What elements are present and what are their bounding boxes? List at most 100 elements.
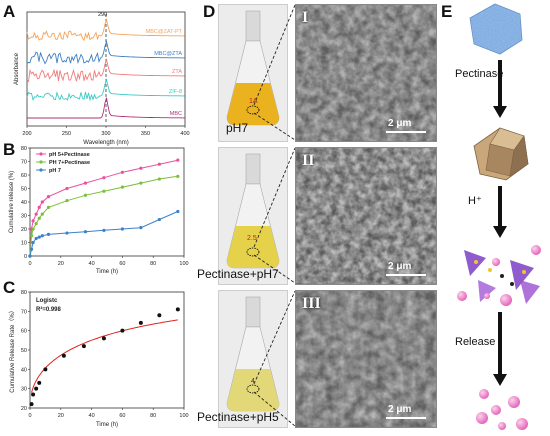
e-step-2-label: H⁺: [468, 195, 482, 207]
b-point: [40, 234, 44, 238]
b-xtick-label: 60: [119, 261, 125, 267]
flask-1-svg: 1A: [226, 10, 280, 126]
c-r2: R²=0.998: [36, 306, 62, 313]
b-point: [28, 254, 32, 258]
c-point: [81, 344, 86, 349]
b-point: [102, 228, 106, 232]
b-ytick-label: 20: [21, 227, 27, 233]
flask-2-svg: 2.5: [226, 153, 280, 269]
scale-bar-1: [386, 131, 426, 133]
a-xlabel: Wavelength (nm): [83, 140, 128, 146]
b-point: [139, 226, 143, 230]
flask-2-liquid: [227, 226, 279, 268]
scale-3-text: 2 μm: [388, 404, 412, 415]
panel-d-letter: D: [203, 2, 216, 21]
b-point: [120, 227, 124, 231]
c-ytick-label: 50: [21, 348, 27, 354]
b-series-line-2: [29, 211, 178, 257]
b-point: [120, 185, 124, 189]
b-point: [176, 174, 180, 178]
b-point: [157, 217, 161, 222]
peak-label: 290: [98, 12, 107, 18]
panel-a-letter: A: [3, 2, 16, 21]
b-series: [28, 158, 180, 258]
b-xtick-label: 20: [58, 261, 64, 267]
b-point: [31, 219, 35, 223]
b-point: [176, 209, 180, 214]
b-point: [83, 181, 88, 185]
b-point: [34, 222, 38, 226]
flask-photo-2: 2.5: [218, 147, 288, 285]
c-fit-name: Logistc: [36, 298, 58, 304]
c-point: [37, 380, 42, 385]
flask-1-mark: 1A: [249, 98, 258, 105]
c-ylabel: Cumulative Release Rate（%）: [9, 307, 16, 392]
b-point: [31, 240, 35, 245]
c-xtick-label: 100: [179, 413, 188, 419]
a-xtick-label: 400: [180, 131, 189, 137]
scale-bar-2: [386, 274, 426, 276]
sem-image-2: II 2 μm: [295, 147, 437, 285]
c-xtick-label: 40: [89, 413, 95, 419]
sem-1-texture: [296, 5, 436, 141]
sem-1-roman: I: [302, 9, 309, 26]
b-point: [157, 162, 161, 166]
flask-photo-3: 4: [218, 290, 288, 428]
b-ytick-label: 10: [21, 241, 27, 247]
a-trace-label-2: ZTA: [172, 69, 182, 75]
b-point: [65, 186, 69, 191]
b-axis-ticks: 0 20 40 60 80 100 0 10 20 30 40 50 60 70 80: [21, 146, 189, 267]
panel-b-chart: 0 20 40 60 80 100 0 10 20 30 40 50 60 70 80 pH 5+Pecti…: [9, 146, 189, 275]
b-point: [102, 189, 106, 193]
c-point: [157, 313, 162, 318]
b-point: [37, 216, 41, 220]
flask-3-liquid: [227, 369, 279, 411]
b-legend-entry: PH 7+Pectinase: [49, 160, 90, 166]
c-point: [31, 392, 36, 397]
b-point: [40, 200, 44, 204]
b-xtick-label: 0: [28, 261, 31, 267]
a-trace-2: [26, 57, 185, 83]
panel-c-letter: C: [3, 278, 16, 297]
a-trace-0: [26, 17, 185, 42]
c-xtick-label: 60: [119, 413, 125, 419]
a-ylabel: Absorbance: [14, 52, 20, 85]
a-trace-3: [26, 77, 185, 102]
b-point: [37, 205, 41, 209]
sem-image-3: III 2 μm: [295, 290, 437, 428]
c-fit-line: [31, 319, 178, 393]
flask-2-mark: 2.5: [247, 235, 257, 242]
b-series-line-1: [29, 175, 178, 257]
flask-3-caption: Pectinase+pH5: [197, 410, 279, 424]
b-ytick-label: 40: [21, 200, 27, 206]
panel-b-letter: B: [3, 140, 16, 159]
b-point: [65, 231, 69, 235]
c-ytick-label: 20: [21, 406, 27, 412]
b-legend-entry: pH 5+Pectinase: [49, 152, 90, 158]
c-points: [29, 307, 180, 407]
c-point: [34, 386, 39, 391]
b-point: [83, 193, 88, 197]
c-point: [138, 320, 143, 325]
sem-3-roman: III: [302, 295, 321, 312]
coated-crystal-icon: [469, 3, 523, 55]
b-point: [120, 170, 124, 174]
a-xtick-label: 350: [141, 131, 150, 137]
b-ytick-label: 0: [24, 254, 27, 260]
c-xtick-label: 20: [58, 413, 64, 419]
c-ytick-label: 70: [21, 309, 27, 315]
c-fit-curve: [31, 319, 178, 393]
b-ytick-label: 30: [21, 214, 27, 220]
b-point: [34, 212, 38, 216]
c-point: [29, 402, 34, 407]
b-ytick-label: 70: [21, 160, 27, 166]
b-xtick-label: 100: [179, 261, 188, 267]
a-xtick-label: 200: [22, 131, 31, 137]
flask-2-caption: Pectinase+pH7: [197, 267, 279, 281]
c-xtick-label: 0: [28, 413, 31, 419]
c-point: [120, 328, 125, 333]
panel-e-schematic: [457, 3, 541, 430]
b-xtick-label: 80: [150, 261, 156, 267]
flask-3-svg: 4: [226, 296, 280, 412]
